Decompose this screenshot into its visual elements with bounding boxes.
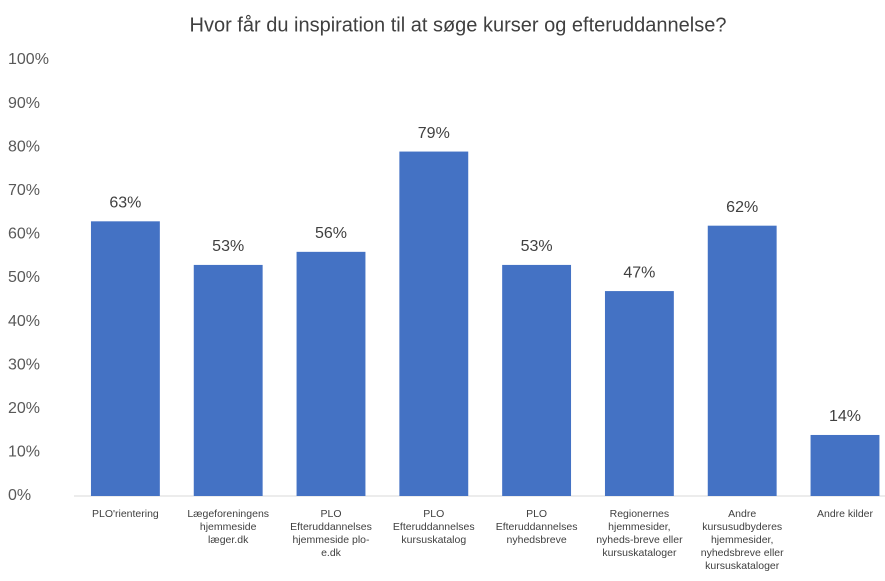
- y-tick-label: 70%: [8, 182, 40, 199]
- bar: [399, 151, 469, 496]
- chart-title: Hvor får du inspiration til at søge kurs…: [190, 14, 727, 36]
- x-tick-label: Regionernes hjemmesider, nyheds-breve el…: [596, 508, 683, 559]
- bar: [604, 291, 674, 496]
- y-tick-label: 60%: [8, 226, 40, 243]
- data-label: 53%: [212, 238, 244, 255]
- data-label: 56%: [315, 225, 347, 242]
- data-label: 47%: [623, 264, 655, 281]
- x-tick-label: PLO Efteruddannelses kursuskatalog: [392, 508, 475, 546]
- data-label: 62%: [726, 199, 758, 216]
- data-label: 53%: [521, 238, 553, 255]
- bar: [193, 264, 263, 496]
- x-tick-label: Andre kursusudbyderes hjemmesider, nyhed…: [700, 508, 784, 572]
- y-tick-label: 0%: [8, 487, 31, 504]
- y-tick-label: 30%: [8, 356, 40, 373]
- data-label: 14%: [829, 408, 861, 425]
- y-tick-label: 90%: [8, 95, 40, 112]
- x-tick-label: PLO Efteruddannelses hjemmeside plo-e.dk: [290, 508, 372, 559]
- x-tick-label: Andre kilder: [816, 508, 874, 520]
- y-tick-label: 80%: [8, 138, 40, 155]
- bar: [810, 434, 880, 496]
- data-label: 63%: [109, 195, 141, 212]
- bar: [296, 251, 366, 496]
- y-tick-label: 10%: [8, 444, 40, 461]
- y-tick-label: 40%: [8, 313, 40, 330]
- x-tick-label: PLO Efteruddannelses nyhedsbreve: [495, 508, 578, 546]
- data-label: 79%: [418, 125, 450, 142]
- y-tick-label: 100%: [8, 51, 49, 68]
- bar: [707, 225, 777, 496]
- y-tick-label: 20%: [8, 400, 40, 417]
- y-tick-label: 50%: [8, 269, 40, 286]
- x-tick-label: PLO'rientering: [91, 508, 159, 520]
- bar: [502, 264, 572, 496]
- x-tick-label: Lægeforeningens hjemmeside læger.dk: [187, 508, 270, 546]
- bar: [90, 221, 160, 496]
